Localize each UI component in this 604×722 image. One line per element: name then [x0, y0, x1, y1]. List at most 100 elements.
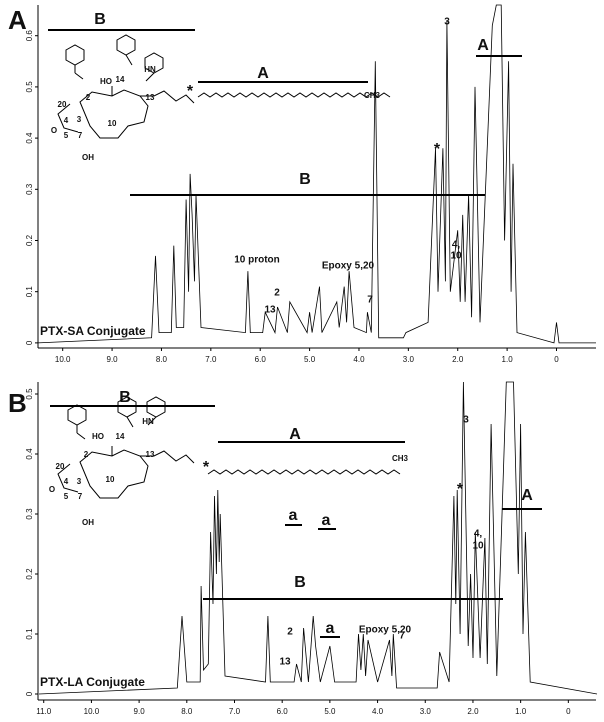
structure: [57, 34, 391, 139]
structure-label: 5: [64, 131, 69, 140]
structure-label: CH3: [392, 454, 409, 463]
spectrum: [37, 4, 596, 344]
structure-label: HO: [100, 77, 112, 86]
structure-label: 14: [116, 75, 125, 84]
sample-label: PTX-LA Conjugate: [40, 675, 145, 689]
structure-label: 3: [77, 115, 82, 124]
structure-label: 4: [64, 477, 69, 486]
structure-label: 10: [108, 119, 117, 128]
x-tick-label: 2.0: [467, 707, 479, 716]
y-tick-label: 0.4: [25, 448, 34, 460]
structure-label: HN: [144, 65, 156, 74]
annotation: B: [299, 171, 311, 188]
x-tick-label: 6.0: [277, 707, 289, 716]
annotation: *: [434, 141, 441, 158]
structure-label: 7: [78, 492, 83, 501]
y-tick-label: 0.2: [25, 568, 34, 580]
structure: [57, 396, 401, 499]
structure-label: HN: [142, 417, 154, 426]
panel-label: B: [8, 388, 27, 418]
annotation: a: [289, 507, 298, 524]
y-tick-label: 0.3: [25, 183, 34, 195]
sample-label: PTX-SA Conjugate: [40, 324, 146, 338]
annotation: 10: [472, 541, 484, 552]
x-tick-label: 0: [566, 707, 571, 716]
annotation: 2: [287, 627, 293, 638]
structure-label: O: [49, 485, 55, 494]
x-tick-label: 10.0: [55, 355, 71, 364]
annotation: A: [477, 37, 489, 54]
structure-label: *: [203, 459, 210, 476]
annotation: A: [289, 426, 301, 443]
y-tick-label: 0.2: [25, 234, 34, 246]
structure-label: 7: [78, 131, 83, 140]
annotation: 4,: [452, 240, 461, 251]
panel: 11.0 10.0 9.0 8.0 7.0 6.0 5.0 4.0 3.0 2.0 1.0 0 0 0.1…: [8, 381, 598, 716]
annotation: B: [94, 11, 106, 28]
annotation: a: [326, 620, 335, 637]
annotation: 7: [399, 631, 405, 642]
annotation: 13: [264, 305, 276, 316]
structure-label: 13: [146, 450, 155, 459]
annotation: 13: [279, 657, 291, 668]
y-tick-label: 0: [25, 691, 34, 696]
x-tick-label: 9.0: [107, 355, 119, 364]
structure-label: OH: [82, 153, 94, 162]
annotation: A: [521, 487, 533, 504]
x-tick-label: 6.0: [255, 355, 267, 364]
y-tick-label: 0.1: [25, 628, 34, 640]
annotation: 10 proton: [234, 255, 280, 266]
x-tick-label: 7.0: [229, 707, 241, 716]
structure-label: O: [51, 126, 57, 135]
annotation: a: [322, 512, 331, 529]
annotation: 4,: [474, 529, 483, 540]
y-tick-label: 0.1: [25, 286, 34, 298]
structure-label: CH3: [364, 91, 381, 100]
x-tick-label: 11.0: [36, 707, 52, 716]
x-tick-label: 5.0: [304, 355, 316, 364]
annotation: 2: [274, 288, 280, 299]
panel-label: A: [8, 5, 27, 35]
annotation: Epoxy 5,20: [322, 261, 375, 272]
structure-label: 10: [106, 475, 115, 484]
annotation: B: [294, 574, 306, 591]
x-tick-label: 8.0: [181, 707, 193, 716]
x-tick-label: 1.0: [515, 707, 527, 716]
y-tick-label: 0.6: [25, 30, 34, 42]
annotation: 10: [450, 251, 462, 262]
structure-label: 2: [84, 450, 89, 459]
spectrum: [38, 381, 598, 695]
x-tick-label: 3.0: [420, 707, 432, 716]
x-tick-label: 3.0: [403, 355, 415, 364]
x-tick-label: 0: [554, 355, 559, 364]
x-tick-label: 4.0: [353, 355, 365, 364]
y-tick-label: 0.3: [25, 508, 34, 520]
x-tick-label: 10.0: [84, 707, 100, 716]
x-tick-label: 7.0: [205, 355, 217, 364]
annotation: 3: [444, 17, 450, 28]
x-tick-label: 9.0: [134, 707, 146, 716]
structure-label: 5: [64, 492, 69, 501]
structure-label: 20: [58, 100, 67, 109]
y-tick-label: 0.4: [25, 132, 34, 144]
x-tick-label: 2.0: [452, 355, 464, 364]
x-tick-label: 4.0: [372, 707, 384, 716]
x-tick-label: 8.0: [156, 355, 168, 364]
y-tick-label: 0: [25, 340, 34, 345]
structure-label: 3: [77, 477, 82, 486]
structure-label: 4: [64, 116, 69, 125]
y-tick-label: 0.5: [25, 81, 34, 93]
annotation: 3: [463, 415, 469, 426]
structure-label: OH: [82, 518, 94, 527]
annotation: Epoxy 5,20: [359, 625, 412, 636]
annotation: A: [257, 65, 269, 82]
y-tick-label: 0.5: [25, 388, 34, 400]
structure-label: 13: [146, 93, 155, 102]
structure-label: 14: [116, 432, 125, 441]
annotation: 7: [367, 295, 373, 306]
structure-label: *: [187, 83, 194, 100]
structure-label: HO: [92, 432, 104, 441]
x-tick-label: 1.0: [502, 355, 514, 364]
panel: 10.0 9.0 8.0 7.0 6.0 5.0 4.0 3.0 2.0 1.0 0 0 0.1 0.2 0…: [8, 4, 596, 364]
